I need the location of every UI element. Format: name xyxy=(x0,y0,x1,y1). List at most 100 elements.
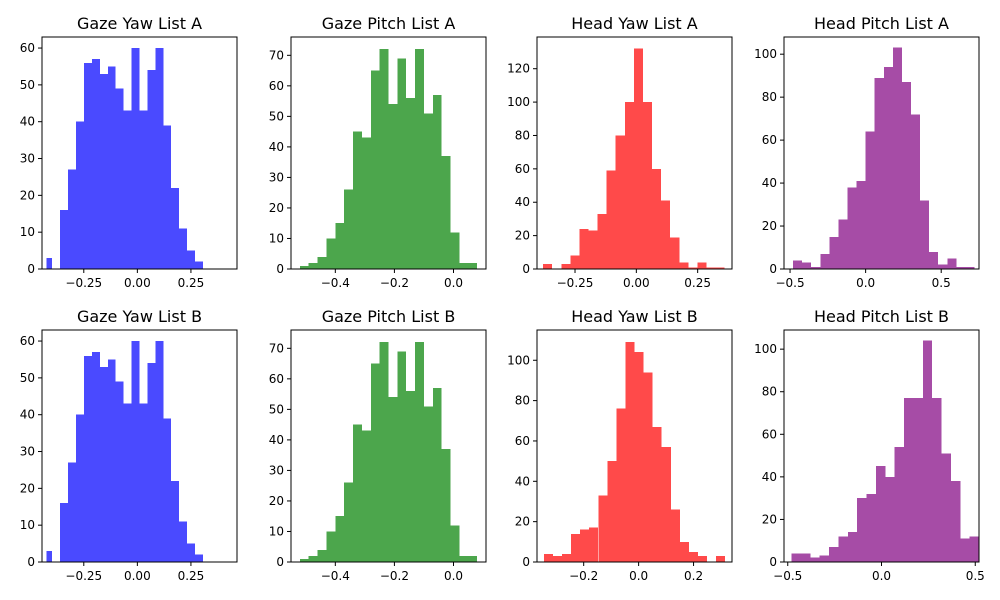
histogram-bar xyxy=(46,550,53,562)
y-tick-label: 60 xyxy=(515,434,530,448)
histogram-bar xyxy=(195,261,203,269)
histogram-bar xyxy=(810,557,820,562)
histogram-bar xyxy=(800,553,811,562)
histogram-bar xyxy=(661,200,671,269)
histogram-bar xyxy=(123,403,132,562)
histogram-bar xyxy=(901,82,911,269)
histogram-bar xyxy=(571,533,581,562)
histogram-bar xyxy=(829,236,839,269)
y-tick-label: 30 xyxy=(269,463,284,477)
histogram-bar xyxy=(68,169,77,269)
histogram-bar xyxy=(715,267,725,269)
histogram-bar xyxy=(865,131,875,269)
axes-frame xyxy=(41,329,238,563)
y-tick-label: 20 xyxy=(762,219,777,233)
histogram-bar xyxy=(624,102,634,269)
histogram-bar xyxy=(131,48,140,269)
y-tick-label: 40 xyxy=(20,408,35,422)
x-tick-label: 0.00 xyxy=(124,569,151,583)
subplot-title: Gaze Pitch List A xyxy=(322,14,456,33)
histogram-bar xyxy=(60,503,69,562)
histogram-bar xyxy=(697,262,707,269)
histogram-bar xyxy=(561,263,571,269)
y-tick-label: 0 xyxy=(276,555,284,569)
histogram-bar xyxy=(123,110,132,270)
y-tick-label: 20 xyxy=(515,515,530,529)
y-tick-label: 10 xyxy=(20,225,35,239)
histogram-bar xyxy=(802,262,812,269)
subplot-4: −0.5 0.0 0.5 0 20 40 60 80 100 Head Pitch List A xyxy=(754,14,980,290)
histogram-bar xyxy=(892,47,902,269)
x-tick-label: 0.5 xyxy=(932,276,951,290)
histogram-bar xyxy=(885,476,895,562)
y-tick-label: 120 xyxy=(507,62,530,76)
histogram-bar xyxy=(588,230,598,269)
subplot-title: Head Pitch List B xyxy=(814,307,949,326)
histogram-bar xyxy=(847,187,857,269)
histogram-bar xyxy=(857,498,867,562)
subplot-title: Gaze Yaw List B xyxy=(77,307,202,326)
histogram-bar xyxy=(969,536,980,562)
histogram-bar xyxy=(107,66,116,270)
histogram-bar xyxy=(99,73,108,269)
histogram-bar xyxy=(633,48,643,270)
x-tick-label: −0.25 xyxy=(557,276,594,290)
histogram-bar xyxy=(91,352,100,562)
y-tick-label: 60 xyxy=(20,334,35,348)
x-tick-label: 0.0 xyxy=(444,569,463,583)
x-tick-label: −0.25 xyxy=(65,569,102,583)
histogram-bar xyxy=(397,351,407,562)
histogram-bar xyxy=(670,509,680,562)
histogram-bar xyxy=(179,228,188,269)
y-tick-label: 40 xyxy=(269,433,284,447)
y-tick-label: 60 xyxy=(762,133,777,147)
histogram-bar xyxy=(76,414,84,562)
y-tick-label: 50 xyxy=(269,109,284,123)
histogram-bar xyxy=(597,213,607,269)
y-tick-label: 0 xyxy=(769,262,777,276)
y-tick-label: 20 xyxy=(515,229,530,243)
histogram-bar xyxy=(947,258,957,269)
histogram-bar xyxy=(960,538,970,562)
x-tick-label: 0.00 xyxy=(623,276,650,290)
histogram-bar xyxy=(910,114,921,269)
histogram-bar xyxy=(913,398,923,562)
y-tick-label: 100 xyxy=(754,342,777,356)
histogram-bar xyxy=(793,260,803,269)
histogram-bar xyxy=(716,555,726,562)
histogram-bar xyxy=(938,264,948,269)
histogram-bar xyxy=(679,541,689,562)
x-tick-label: 0.25 xyxy=(684,276,711,290)
histogram-bar xyxy=(441,449,451,562)
y-tick-label: 100 xyxy=(507,95,530,109)
histogram-bar xyxy=(811,266,821,269)
histogram-bar xyxy=(570,255,580,269)
y-tick-label: 10 xyxy=(269,231,284,245)
histogram-bar xyxy=(423,113,433,269)
histogram-bar xyxy=(561,553,572,562)
histogram-bar xyxy=(598,495,608,562)
histogram-bar xyxy=(450,232,460,269)
histogram-bar xyxy=(468,555,478,562)
y-tick-label: 100 xyxy=(507,353,530,367)
histogram-bar xyxy=(856,180,866,269)
y-tick-label: 0 xyxy=(522,262,530,276)
y-tick-label: 50 xyxy=(20,371,35,385)
histogram-bar xyxy=(163,418,172,562)
x-tick-label: −0.25 xyxy=(65,276,102,290)
y-tick-label: 10 xyxy=(269,524,284,538)
histogram-bar xyxy=(370,70,380,269)
histogram-bar xyxy=(866,493,876,562)
histogram-bar xyxy=(432,388,442,562)
histogram-bar xyxy=(929,251,939,269)
histogram-bar xyxy=(932,398,942,562)
y-tick-label: 40 xyxy=(762,470,777,484)
subplot-title: Head Yaw List B xyxy=(571,307,698,326)
y-tick-label: 20 xyxy=(762,512,777,526)
histogram-bar xyxy=(607,461,617,562)
histogram-bar xyxy=(99,366,108,562)
histogram-bar xyxy=(353,131,362,269)
histogram-bar xyxy=(950,481,961,562)
histogram-bar xyxy=(115,381,124,562)
y-tick-label: 70 xyxy=(269,48,284,62)
